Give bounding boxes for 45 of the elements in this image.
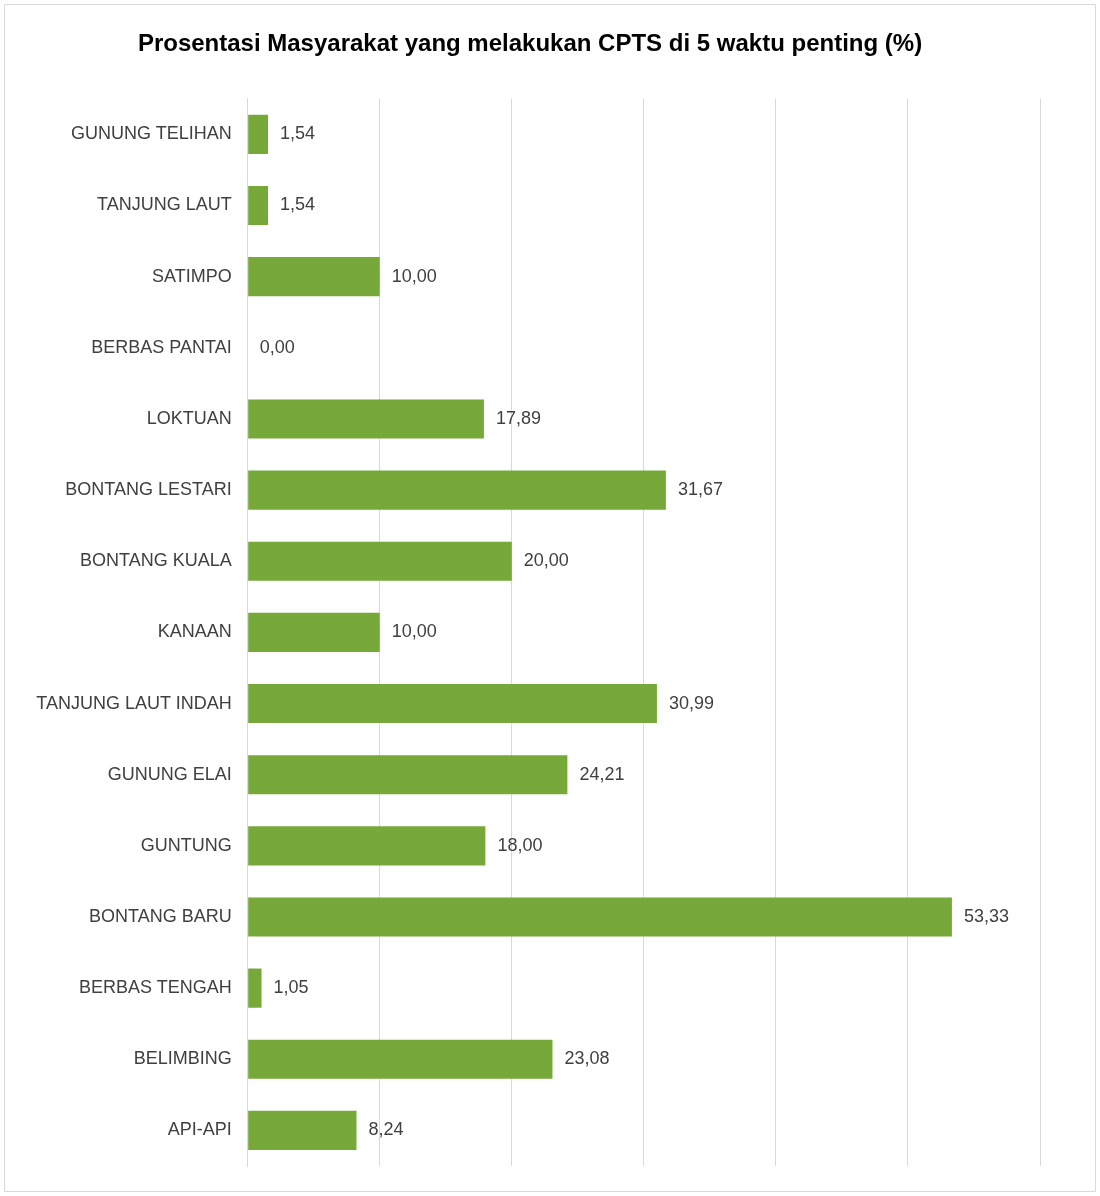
y-tick-label: BONTANG LESTARI	[65, 479, 232, 500]
data-label: 30,99	[668, 692, 714, 713]
data-label: 20,00	[523, 550, 569, 571]
bar	[248, 257, 380, 297]
data-label: 31,67	[677, 479, 723, 500]
y-tick-label: BELIMBING	[133, 1048, 232, 1069]
data-label: 10,00	[391, 621, 437, 642]
bar	[248, 826, 486, 866]
data-label: 1,54	[280, 123, 316, 144]
bar	[248, 755, 568, 795]
bar	[248, 114, 269, 154]
data-label: 18,00	[497, 834, 543, 855]
bar	[248, 1110, 357, 1150]
data-label: 8,24	[368, 1119, 404, 1140]
data-label: 1,05	[273, 977, 309, 998]
data-label: 17,89	[495, 407, 541, 428]
y-tick-label: BERBAS PANTAI	[91, 336, 232, 357]
data-label: 0,00	[259, 336, 295, 357]
data-label: 10,00	[391, 265, 437, 286]
bar	[248, 968, 262, 1008]
bar	[248, 683, 657, 724]
bar	[248, 541, 512, 581]
bar	[248, 185, 269, 226]
data-label: 53,33	[963, 905, 1009, 926]
y-tick-label: GUNUNG TELIHAN	[70, 123, 232, 144]
y-tick-label: BONTANG BARU	[88, 905, 232, 926]
y-tick-label: GUNTUNG	[140, 834, 232, 855]
y-tick-label: GUNUNG ELAI	[107, 763, 232, 784]
y-tick-label: BONTANG KUALA	[79, 550, 232, 571]
data-label: 24,21	[579, 763, 625, 784]
bar	[248, 1039, 553, 1079]
bar	[248, 612, 380, 652]
chart-title: Prosentasi Masyarakat yang melakukan CPTS di 5 waktu penting (%)	[137, 29, 923, 57]
y-tick-label: KANAAN	[157, 621, 232, 642]
y-tick-label: TANJUNG LAUT INDAH	[36, 692, 232, 713]
bar	[248, 897, 952, 937]
y-tick-label: API-API	[167, 1119, 232, 1140]
y-tick-label: TANJUNG LAUT	[96, 194, 232, 215]
y-tick-label: LOKTUAN	[146, 407, 232, 428]
bar	[248, 399, 484, 439]
data-label: 1,54	[280, 194, 316, 215]
y-tick-label: BERBAS TENGAH	[78, 977, 232, 998]
bar	[248, 470, 666, 510]
data-label: 23,08	[564, 1048, 610, 1069]
y-tick-label: SATIMPO	[151, 265, 232, 286]
